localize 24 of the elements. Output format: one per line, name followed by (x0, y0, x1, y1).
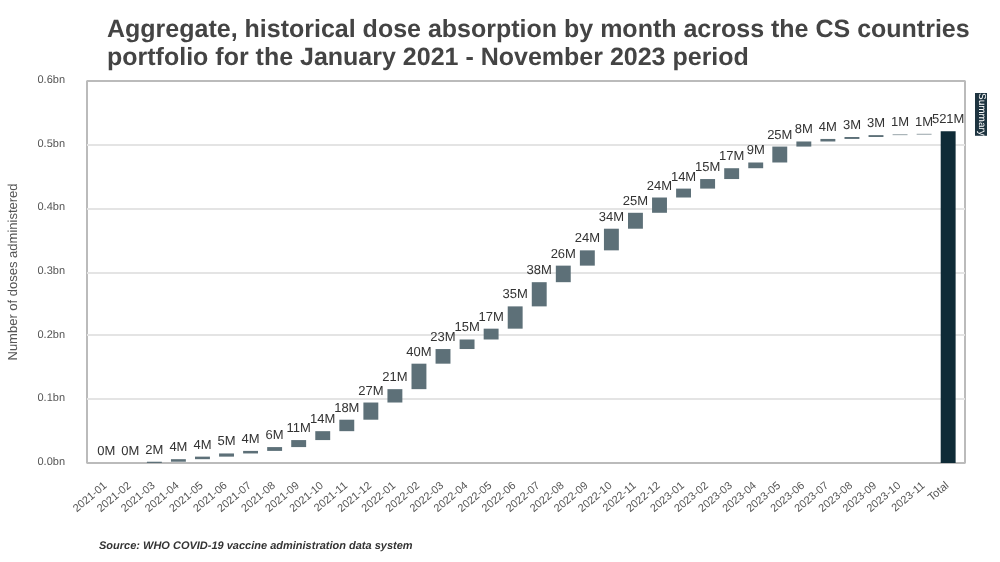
bar (627, 212, 643, 229)
bar (652, 197, 667, 213)
bar (579, 250, 595, 266)
bar (363, 402, 379, 420)
bar (531, 282, 547, 307)
bar (411, 363, 427, 390)
bar (555, 265, 571, 283)
bar (676, 188, 692, 198)
bar (459, 339, 475, 350)
bar (603, 228, 619, 251)
bar (700, 179, 716, 189)
bar (724, 168, 740, 180)
bar (483, 328, 499, 340)
bar (796, 141, 812, 147)
bar (339, 419, 355, 432)
bar (772, 146, 788, 163)
bar (315, 431, 331, 441)
bar (291, 440, 307, 448)
chart-title: Aggregate, historical dose absorption by month across the CS countries portfolio for the January 2021 - November 2023 period (107, 15, 970, 71)
bar (748, 162, 764, 169)
bar (435, 349, 451, 364)
bar (387, 389, 403, 403)
bar (507, 306, 523, 329)
bar (940, 131, 956, 463)
